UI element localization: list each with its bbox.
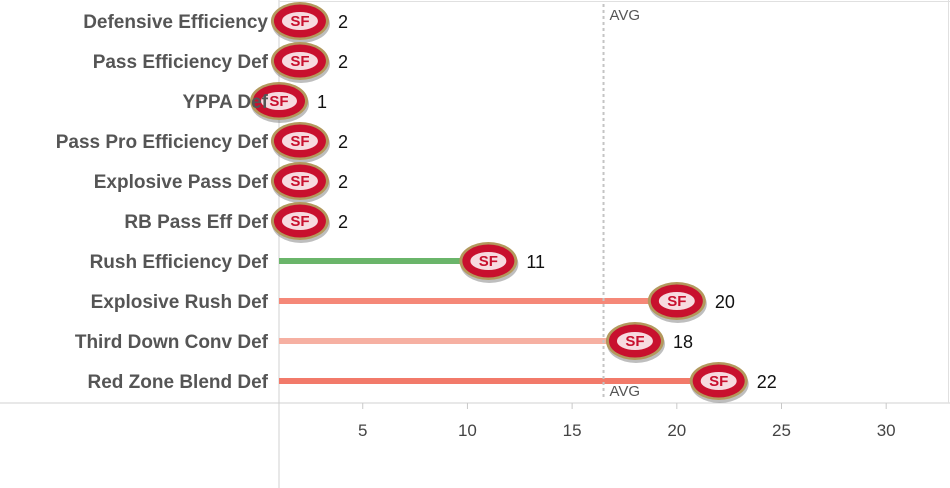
bar: [279, 298, 677, 304]
49ers-logo-icon: SF: [689, 362, 749, 403]
category-label: Rush Efficiency Def: [90, 252, 269, 273]
x-axis: 5 10 15 20 25 30: [358, 403, 896, 440]
bar: [279, 378, 719, 384]
category-label: RB Pass Eff Def: [124, 212, 268, 233]
bar: [279, 258, 489, 264]
category-label: Explosive Rush Def: [91, 292, 269, 313]
logo-center: [470, 252, 507, 270]
logo-center: [281, 12, 318, 30]
value-label: 18: [673, 332, 693, 352]
category-label: Red Zone Blend Def: [87, 372, 268, 393]
49ers-logo-icon: SF: [270, 202, 330, 243]
value-label: 2: [338, 172, 348, 192]
value-label: 2: [338, 212, 348, 232]
x-tick-label: 5: [358, 421, 367, 440]
logo-lettering: SF: [479, 253, 498, 270]
x-tick-label: 10: [458, 421, 477, 440]
category-label: Defensive Efficiency: [83, 12, 268, 33]
logo-center: [700, 372, 737, 390]
category-label: Pass Efficiency Def: [93, 52, 269, 73]
value-label: 22: [757, 372, 777, 392]
logo-lettering: SF: [290, 53, 309, 70]
value-label: 2: [338, 52, 348, 72]
marker-layer: SF SF SF SF SF SF SF SF SF SF: [250, 2, 749, 403]
49ers-logo-icon: SF: [647, 282, 707, 323]
label-layer: Defensive Efficiency 2 Pass Efficiency Def…: [56, 12, 777, 393]
logo-lettering: SF: [709, 373, 728, 390]
49ers-logo-icon: SF: [459, 242, 519, 283]
category-label: YPPA Def: [182, 92, 268, 113]
category-label: Pass Pro Efficiency Def: [56, 132, 269, 153]
avg-label-bottom: AVG: [610, 383, 641, 400]
logo-lettering: SF: [667, 293, 686, 310]
logo-lettering: SF: [290, 213, 309, 230]
49ers-logo-icon: SF: [270, 122, 330, 163]
x-tick-label: 30: [877, 421, 896, 440]
49ers-logo-icon: SF: [250, 82, 309, 123]
x-tick-label: 20: [667, 421, 686, 440]
logo-center: [616, 332, 653, 350]
logo-center: [281, 132, 318, 150]
logo-lettering: SF: [290, 133, 309, 150]
bar: [279, 338, 635, 344]
avg-reference-line: AVG AVG: [602, 4, 641, 400]
category-label: Explosive Pass Def: [94, 172, 269, 193]
value-label: 20: [715, 292, 735, 312]
logo-center: [281, 212, 318, 230]
logo-lettering: SF: [269, 93, 288, 110]
value-label: 11: [526, 252, 545, 272]
value-label: 2: [338, 12, 348, 32]
logo-center: [658, 292, 695, 310]
49ers-logo-icon: SF: [270, 2, 330, 43]
x-tick-label: 15: [563, 421, 582, 440]
logo-center: [261, 92, 297, 110]
49ers-logo-icon: SF: [605, 322, 665, 363]
value-label: 2: [338, 132, 348, 152]
49ers-logo-icon: SF: [270, 42, 330, 83]
category-label: Third Down Conv Def: [75, 332, 269, 353]
logo-lettering: SF: [290, 13, 309, 30]
value-label: 1: [317, 92, 327, 112]
49ers-logo-icon: SF: [270, 162, 330, 203]
logo-lettering: SF: [625, 333, 644, 350]
x-tick-label: 25: [772, 421, 791, 440]
logo-center: [281, 172, 318, 190]
logo-center: [281, 52, 318, 70]
avg-label-top: AVG: [610, 7, 641, 24]
logo-lettering: SF: [290, 173, 309, 190]
